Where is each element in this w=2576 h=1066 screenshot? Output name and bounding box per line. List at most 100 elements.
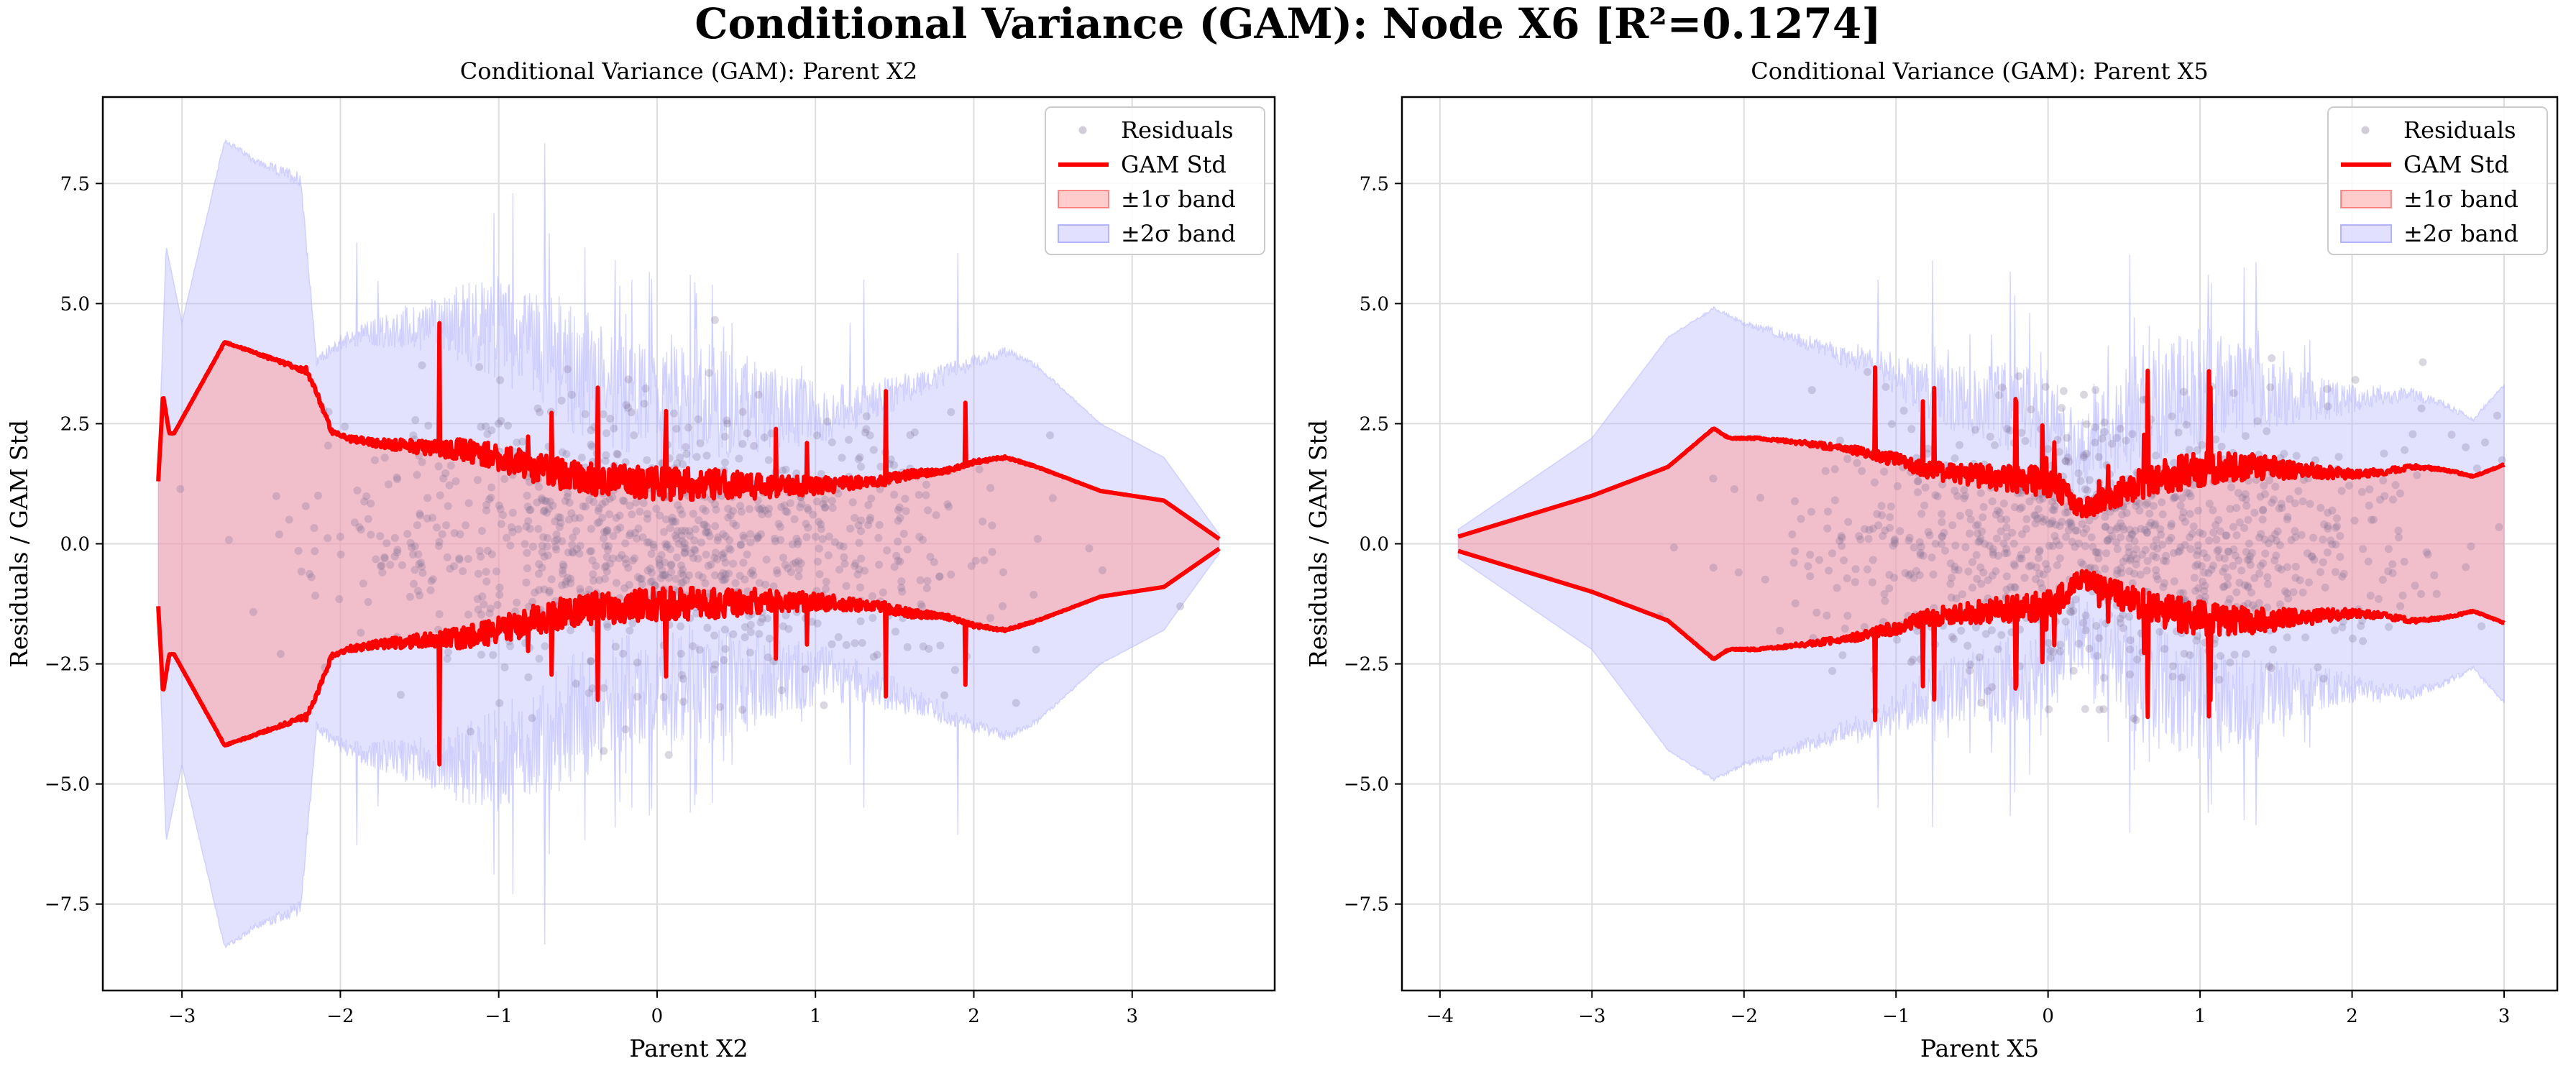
- residual-point: [2229, 523, 2237, 531]
- residual-point: [2209, 506, 2217, 515]
- residual-point: [1925, 531, 1934, 540]
- residual-point: [641, 385, 650, 392]
- residual-point: [2432, 589, 2441, 598]
- residual-point: [2168, 672, 2177, 681]
- residual-point: [2071, 526, 2080, 535]
- residual-point: [495, 591, 504, 599]
- residual-point: [2178, 513, 2187, 522]
- residual-point: [2100, 428, 2109, 436]
- residual-point: [2062, 457, 2071, 466]
- residual-point: [2283, 563, 2291, 571]
- residual-point: [738, 705, 747, 714]
- residual-point: [2332, 523, 2340, 532]
- residual-point: [557, 396, 566, 405]
- residual-point: [2298, 497, 2307, 505]
- residual-point: [2316, 568, 2324, 576]
- residual-point: [2252, 476, 2260, 484]
- residual-point: [2036, 579, 2045, 587]
- residual-point: [835, 566, 843, 574]
- residual-point: [2196, 528, 2204, 537]
- residual-point: [625, 502, 634, 510]
- residual-point: [176, 484, 185, 493]
- residual-point: [601, 497, 610, 506]
- residual-point: [906, 431, 915, 439]
- residual-point: [726, 511, 735, 520]
- residual-point: [428, 575, 437, 584]
- residual-point: [543, 542, 551, 551]
- residual-point: [2003, 548, 2012, 557]
- residual-point: [2310, 556, 2319, 564]
- residual-point: [705, 532, 714, 541]
- residual-point: [364, 515, 372, 523]
- residual-point: [2044, 638, 2053, 647]
- residual-point: [1838, 542, 1846, 550]
- residual-point: [729, 559, 738, 568]
- residual-point: [1968, 584, 1976, 592]
- residual-point: [2238, 493, 2247, 502]
- residual-point: [677, 579, 686, 587]
- legend-label: ±2σ band: [2403, 220, 2518, 247]
- residual-point: [1989, 548, 1997, 556]
- residual-point: [856, 453, 864, 461]
- residual-point: [568, 541, 577, 549]
- residual-point: [2332, 541, 2340, 548]
- residual-point: [710, 631, 719, 640]
- residual-point: [746, 628, 755, 636]
- residual-point: [2227, 483, 2235, 492]
- residual-point: [492, 567, 501, 576]
- residual-point: [2270, 495, 2278, 504]
- residual-point: [2246, 561, 2255, 569]
- residual-point: [2011, 583, 2020, 592]
- residual-point: [1984, 576, 1992, 584]
- residual-point: [587, 657, 595, 666]
- residual-point: [526, 525, 534, 533]
- residual-point: [586, 547, 595, 556]
- residual-point: [2141, 546, 2150, 554]
- residual-point: [2122, 553, 2130, 562]
- residual-point: [2324, 402, 2332, 410]
- residual-point: [2242, 548, 2250, 556]
- residual-point: [633, 658, 641, 667]
- residual-point: [1979, 513, 1987, 522]
- residual-point: [2419, 358, 2427, 367]
- residual-point: [2205, 500, 2214, 508]
- residual-point: [2095, 634, 2104, 643]
- residual-point: [2320, 520, 2329, 528]
- residual-point: [2357, 622, 2365, 630]
- residual-point: [2022, 546, 2031, 554]
- residual-point: [602, 526, 611, 535]
- residual-point: [690, 545, 699, 553]
- residual-point: [487, 483, 495, 492]
- residual-point: [720, 459, 729, 467]
- residual-point: [690, 536, 699, 545]
- residual-point: [622, 559, 631, 568]
- residual-point: [2034, 553, 2043, 562]
- residual-point: [602, 429, 610, 438]
- residual-point: [861, 566, 869, 575]
- residual-point: [2126, 636, 2135, 645]
- residual-point: [360, 497, 369, 506]
- residual-point: [1960, 494, 1968, 502]
- residual-point: [2061, 456, 2070, 465]
- residual-point: [2199, 530, 2207, 538]
- residual-point: [719, 530, 728, 538]
- residual-point: [1988, 571, 1997, 580]
- residual-point: [695, 571, 703, 579]
- residual-point: [2080, 390, 2088, 399]
- residual-point: [2417, 589, 2425, 598]
- residual-point: [1915, 538, 1924, 546]
- residual-point: [418, 569, 427, 577]
- residual-point: [336, 533, 344, 541]
- residual-point: [2122, 436, 2130, 445]
- residual-point: [866, 431, 874, 440]
- residual-point: [418, 563, 426, 571]
- residual-point: [767, 429, 776, 438]
- residual-point: [2101, 523, 2109, 531]
- x-tick-label: −1: [1882, 1006, 1910, 1027]
- residual-point: [894, 556, 902, 565]
- residual-point: [679, 571, 687, 579]
- residual-point: [2215, 553, 2224, 562]
- residual-point: [845, 436, 853, 444]
- residual-point: [424, 421, 433, 430]
- residual-point: [2125, 567, 2134, 576]
